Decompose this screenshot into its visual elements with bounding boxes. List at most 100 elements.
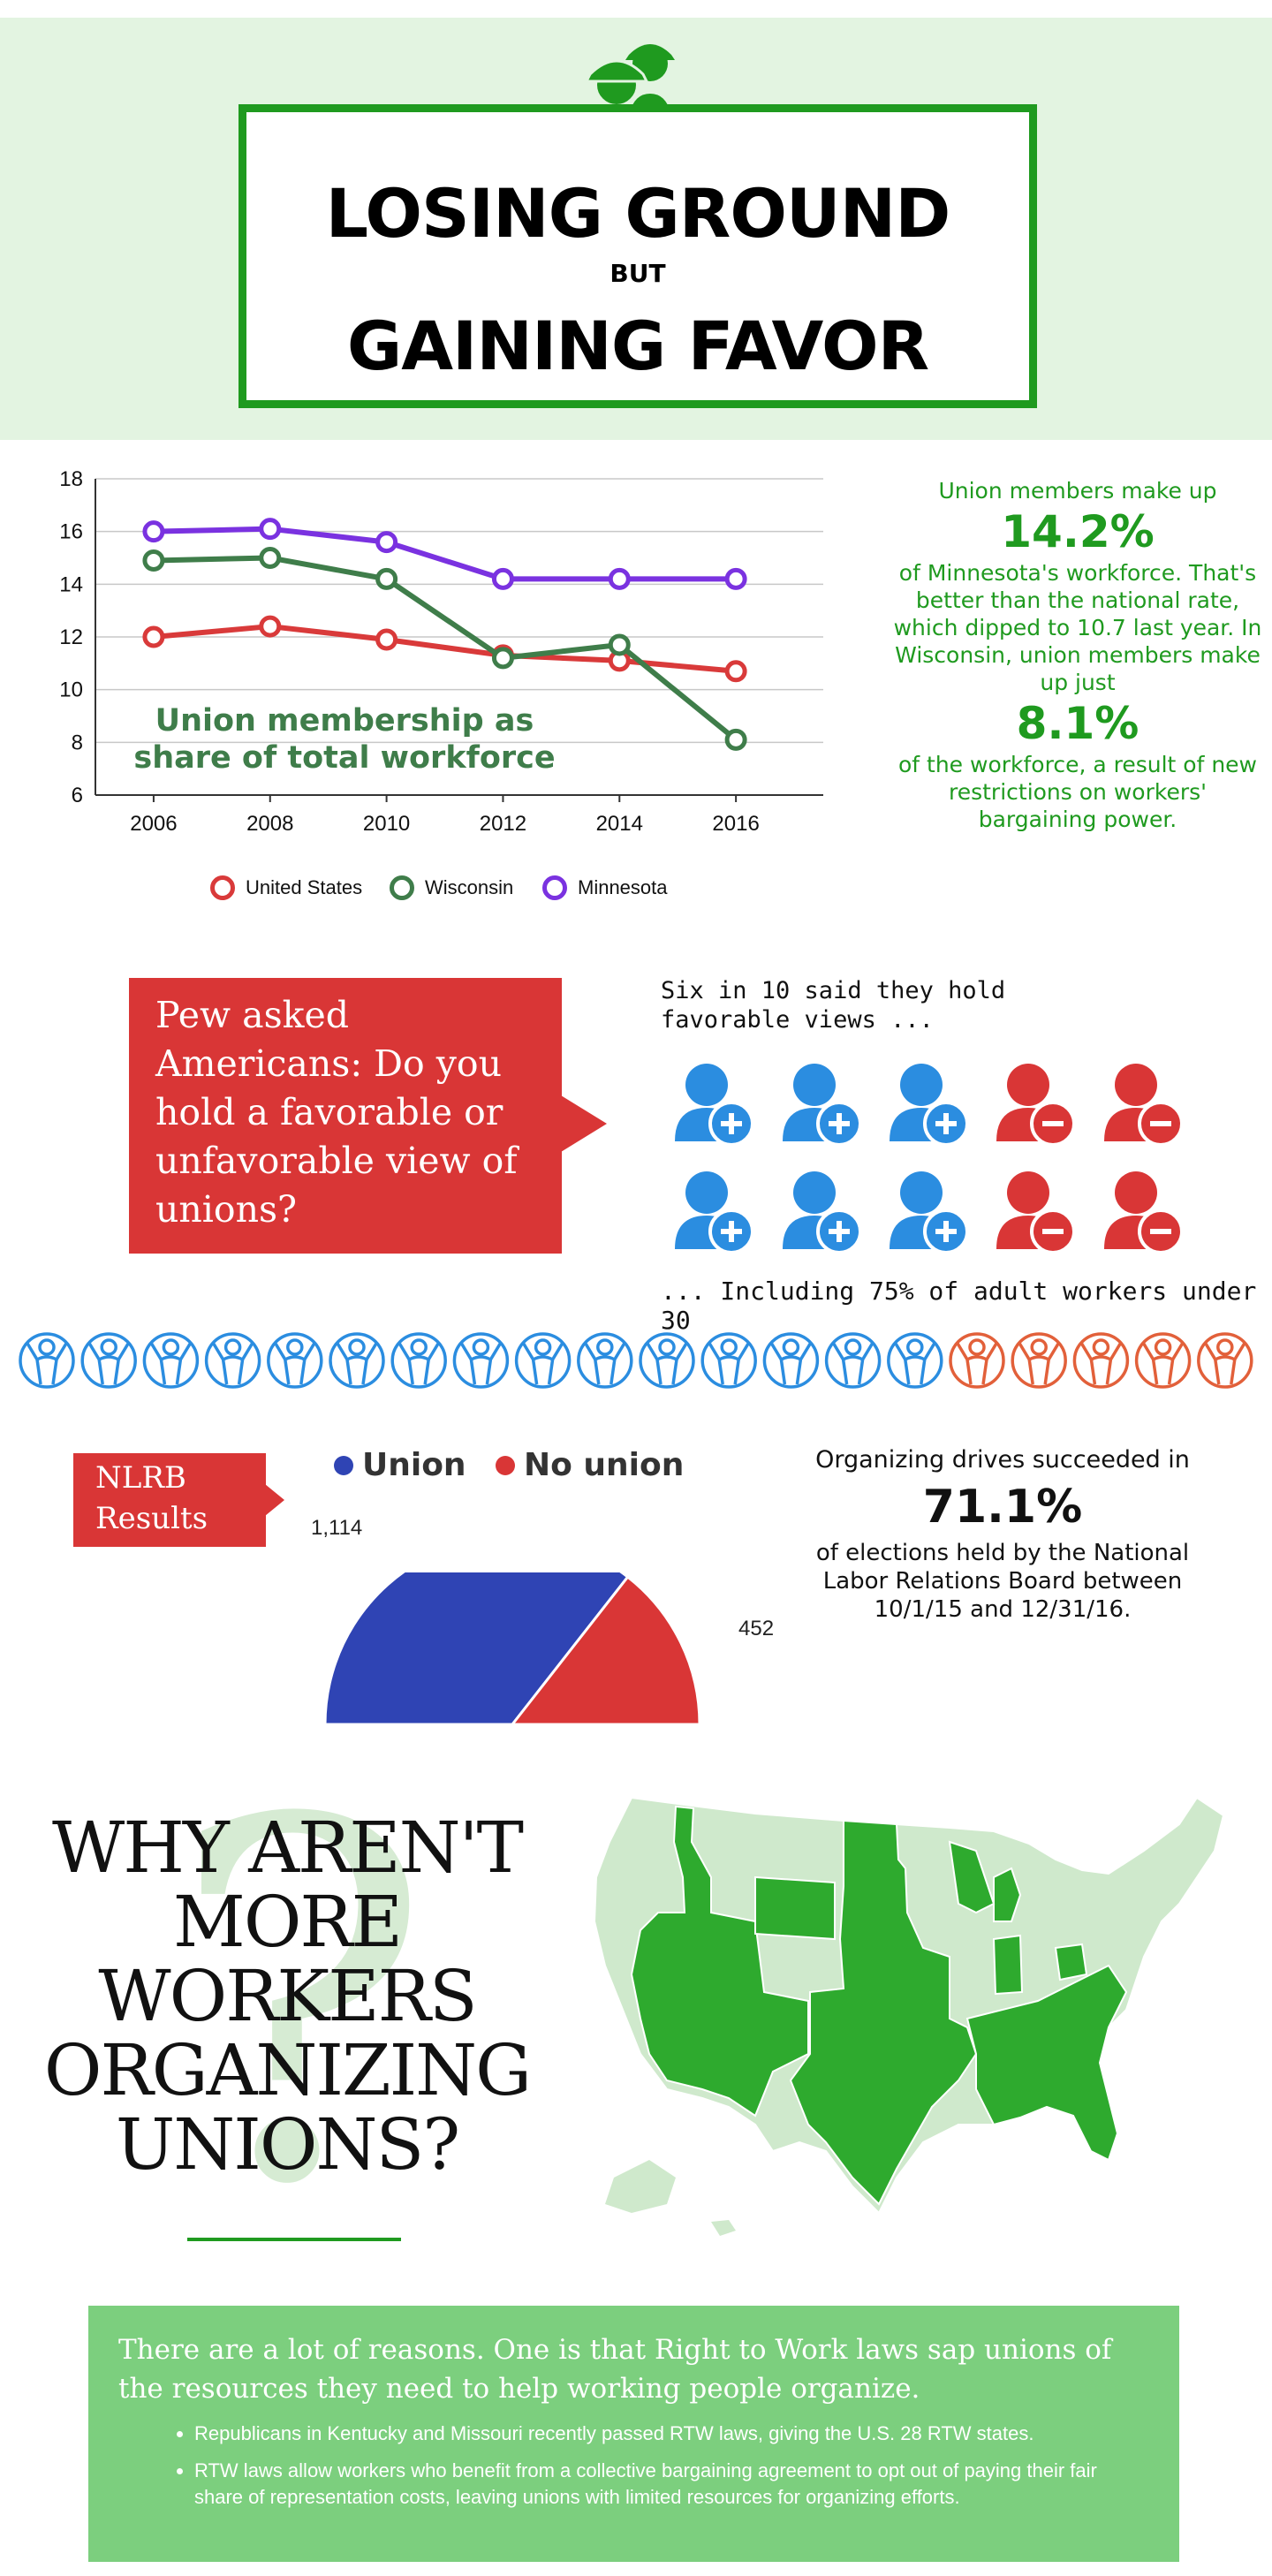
young-worker-favorable-icon	[390, 1332, 447, 1389]
stats-lead: Union members make up	[938, 478, 1217, 504]
legend-united-states: United States	[210, 875, 362, 901]
favorable-person-icon	[890, 1171, 969, 1254]
x-tick-label: 2012	[480, 812, 526, 836]
pew-question: Pew asked Americans: Do you hold a favor…	[155, 994, 518, 1231]
favorable-person-icon	[783, 1064, 862, 1147]
rtw-central	[789, 1819, 978, 2206]
rtw-west-virginia	[1054, 1943, 1088, 1981]
young-worker-favorable-icon	[514, 1332, 572, 1389]
legend-marker-united-states	[210, 875, 235, 900]
young-worker-favorable-icon	[577, 1332, 633, 1389]
y-tick-label: 12	[59, 625, 83, 649]
organizing-percent: 71.1%	[922, 1481, 1083, 1534]
series-line-united-states	[153, 624, 737, 674]
young-workers-icon-row	[19, 1332, 1253, 1389]
y-tick-label: 8	[72, 731, 83, 754]
young-worker-favorable-icon	[762, 1332, 820, 1389]
legend-wisconsin: Wisconsin	[390, 875, 513, 901]
favorable-person-icon	[675, 1064, 754, 1147]
pie-legend-no-union-label: No union	[524, 1447, 685, 1483]
pie-slice-no-union	[509, 1574, 701, 1726]
rtw-states-group	[630, 1805, 1128, 2206]
x-tick-label: 2014	[596, 812, 643, 836]
young-worker-favorable-icon	[824, 1332, 882, 1389]
unfavorable-person-icon	[1104, 1171, 1184, 1254]
young-worker-favorable-icon	[267, 1332, 323, 1389]
union-membership-line-chart: 6 8 10 12 14 16 18 2006 2008 2010 2012 2014 2016	[59, 467, 823, 836]
data-point-minnesota	[724, 567, 747, 590]
unfavorable-person-icon	[996, 1171, 1076, 1254]
data-point-wisconsin	[491, 647, 514, 670]
rtw-michigan-wisconsin	[948, 1840, 1022, 1922]
nlrb-box-arrow	[265, 1484, 284, 1516]
reasons-heading: There are a lot of reasons. One is that …	[118, 2334, 1112, 2405]
y-tick-label: 18	[59, 467, 83, 491]
minnesota-percent: 14.2%	[1001, 506, 1155, 557]
wisconsin-description: of the workforce, a result of new restri…	[897, 752, 1258, 832]
rtw-indiana	[992, 1934, 1024, 1996]
young-worker-favorable-icon	[329, 1332, 385, 1389]
organizing-lead: Organizing drives succeeded in	[815, 1446, 1190, 1474]
pew-question-box	[129, 978, 562, 1254]
membership-stats: Union members make up 14.2% of Minnesota…	[892, 477, 1263, 833]
data-point-minnesota	[491, 567, 514, 590]
pie-value-no-union: 452	[738, 1617, 775, 1640]
legend-label-united-states: United States	[246, 876, 363, 898]
young-worker-favorable-icon	[639, 1332, 695, 1389]
data-point-wisconsin	[724, 728, 747, 751]
x-tick-label: 2006	[130, 812, 177, 836]
hawaii	[711, 2220, 736, 2236]
favorable-person-icon	[783, 1171, 862, 1254]
alaska	[605, 2160, 676, 2213]
young-worker-favorable-icon	[887, 1332, 943, 1389]
data-point-minnesota	[608, 567, 631, 590]
nlrb-label: NLRB Results	[95, 1460, 208, 1536]
favorable-person-icon	[890, 1064, 969, 1147]
pie-legend-no-union-dot	[496, 1455, 515, 1475]
young-worker-unfavorable-icon	[1011, 1332, 1067, 1389]
data-point-minnesota	[375, 531, 398, 554]
reasons-bullet: RTW laws allow workers who benefit from …	[194, 2458, 1149, 2511]
pie-legend-union-dot	[334, 1455, 353, 1475]
unfavorable-person-icon	[1104, 1064, 1184, 1147]
why-divider	[187, 2238, 401, 2241]
data-point-wisconsin	[375, 567, 398, 590]
legend-label-minnesota: Minnesota	[578, 876, 668, 898]
pie-slice-union	[323, 1572, 630, 1726]
y-tick-label: 6	[72, 784, 83, 807]
young-worker-favorable-icon	[80, 1332, 137, 1389]
data-point-united-states	[724, 660, 747, 683]
organizing-stats: Organizing drives succeeded in 71.1% of …	[799, 1445, 1206, 1624]
pie-value-union: 1,114	[311, 1516, 363, 1540]
young-worker-unfavorable-icon	[1072, 1332, 1130, 1389]
rtw-wyoming	[754, 1875, 836, 1941]
reasons-bullet: Republicans in Kentucky and Missouri rec…	[194, 2421, 1149, 2447]
six-in-ten-text: Six in 10 said they hold favorable views…	[661, 977, 1006, 1034]
chart-title: Union membership as share of total workf…	[133, 703, 556, 776]
young-worker-unfavorable-icon	[949, 1332, 1005, 1389]
wisconsin-percent: 8.1%	[1016, 698, 1140, 749]
legend-marker-minnesota	[542, 875, 567, 900]
legend-marker-wisconsin	[390, 875, 414, 900]
series-line-minnesota	[153, 526, 737, 582]
young-worker-unfavorable-icon	[1134, 1332, 1192, 1389]
x-tick-label: 2016	[712, 812, 759, 836]
legend-label-wisconsin: Wisconsin	[425, 876, 514, 898]
rtw-states-map	[593, 1796, 1225, 2236]
title-box: LOSING GROUND BUT GAINING FAVOR	[238, 104, 1037, 408]
data-point-minnesota	[142, 520, 165, 543]
y-tick-label: 14	[59, 572, 83, 596]
young-worker-favorable-icon	[700, 1332, 757, 1389]
data-point-wisconsin	[142, 549, 165, 572]
y-tick-label: 10	[59, 678, 83, 702]
pew-box-arrow	[561, 1095, 607, 1152]
nlrb-label-box	[73, 1453, 266, 1547]
pie-legend-union-label: Union	[362, 1447, 466, 1483]
minnesota-description: of Minnesota's workforce. That's better …	[893, 560, 1262, 695]
why-heading: WHY AREN'T MORE WORKERS ORGANIZING UNION…	[43, 1807, 532, 2186]
under-30-text: ... Including 75% of adult workers under…	[661, 1277, 1257, 1335]
reasons-box: There are a lot of reasons. One is that …	[88, 2306, 1179, 2562]
favorable-person-icon	[675, 1171, 754, 1254]
x-tick-label: 2008	[246, 812, 293, 836]
legend-minnesota: Minnesota	[542, 875, 668, 901]
